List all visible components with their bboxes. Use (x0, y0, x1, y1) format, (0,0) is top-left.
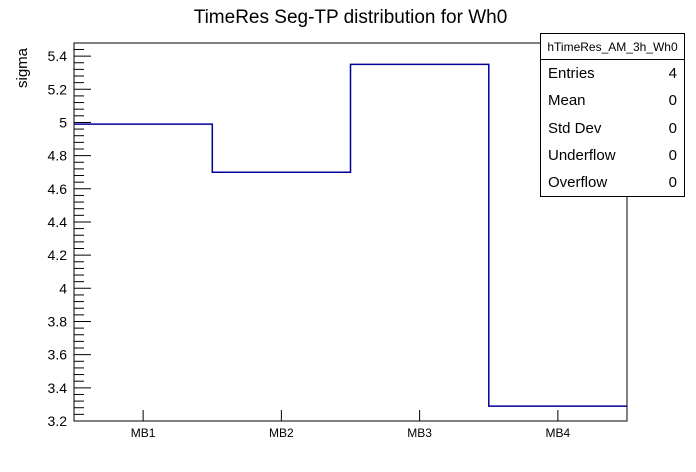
stats-value: 0 (668, 173, 677, 191)
y-tick-label: 4.6 (48, 181, 68, 197)
x-category-label: MB1 (131, 426, 156, 440)
stats-row: Underflow 0 (541, 142, 684, 169)
y-tick-label: 5.4 (48, 48, 68, 64)
y-tick-label: 4.4 (48, 214, 68, 230)
stats-label: Overflow (548, 173, 608, 191)
x-category-label: MB3 (407, 426, 432, 440)
stats-value: 0 (668, 92, 677, 110)
stats-row: Entries 4 (541, 60, 684, 87)
x-category-label: MB4 (546, 426, 571, 440)
y-tick-label: 3.4 (48, 380, 68, 396)
y-tick-label: 4 (59, 280, 67, 296)
stats-label: Underflow (548, 146, 616, 164)
stats-value: 4 (668, 65, 677, 83)
stats-row: Mean 0 (541, 87, 684, 114)
stats-value: 0 (668, 146, 677, 164)
stats-box: hTimeRes_AM_3h_Wh0 Entries 4 Mean 0 Std … (540, 33, 685, 197)
y-tick-label: 3.2 (48, 413, 68, 429)
y-tick-label: 5.2 (48, 81, 68, 97)
stats-label: Entries (548, 65, 595, 83)
chart-title: TimeRes Seg-TP distribution for Wh0 (193, 7, 508, 28)
y-tick-label: 4.8 (48, 148, 68, 164)
y-tick-label: 5 (59, 114, 67, 130)
stats-value: 0 (668, 119, 677, 137)
stats-row: Overflow 0 (541, 169, 684, 196)
stats-box-title: hTimeRes_AM_3h_Wh0 (541, 34, 684, 60)
plot-frame (73, 42, 628, 422)
histogram-line (74, 63, 627, 407)
y-tick-label: 4.2 (48, 247, 68, 263)
stats-label: Std Dev (548, 119, 602, 137)
stats-label: Mean (548, 92, 586, 110)
stats-row: Std Dev 0 (541, 114, 684, 141)
y-tick-label: 3.8 (48, 313, 68, 329)
y-tick-label: 3.6 (48, 347, 68, 363)
x-category-label: MB2 (269, 426, 294, 440)
